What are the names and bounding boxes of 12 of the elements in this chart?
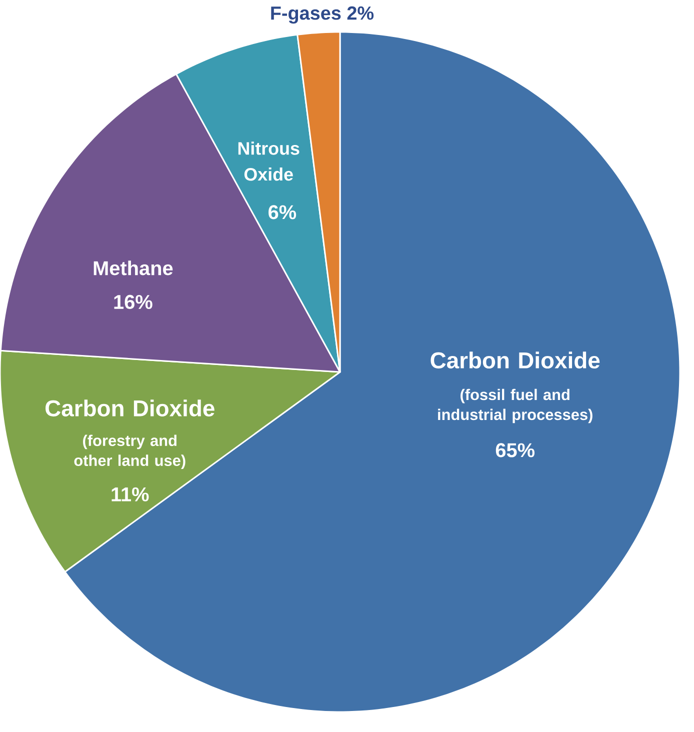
text: (fossil fuel and industrial processes) (438, 388, 592, 424)
text: (forestry and other land use) (74, 434, 186, 470)
data-label: 6% (268, 205, 296, 220)
data-label: 11% (112, 487, 149, 502)
slice-label: F-gases (271, 6, 341, 24)
data-label: 65% (496, 443, 535, 458)
data-label: 16% (114, 294, 152, 309)
slice-label: Carbon Dioxide (430, 352, 600, 369)
slice-label: Nitrous Oxide (238, 142, 300, 181)
data-label: 2% (347, 6, 374, 20)
slice-label: Methane (94, 260, 173, 276)
slice-label: Carbon Dioxide (46, 400, 214, 416)
